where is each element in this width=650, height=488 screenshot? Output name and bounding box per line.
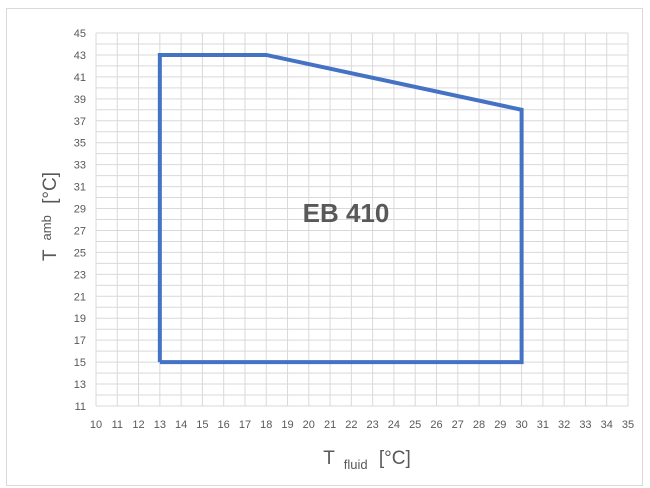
x-axis-title: T fluid [°C]: [323, 448, 411, 474]
x-tick-label: 20: [303, 419, 315, 431]
x-tick-label: 22: [345, 419, 357, 431]
y-tick-labels: 11 13 15 17 19 21 23 25 27 29 31 33 35 37 39 41 43 45: [74, 28, 86, 413]
y-tick-label: 25: [74, 247, 86, 259]
x-tick-label: 17: [239, 419, 251, 431]
y-tick-label: 41: [74, 72, 86, 84]
y-tick-label: 35: [74, 138, 86, 150]
x-tick-label: 33: [579, 419, 591, 431]
y-axis-title-sub: amb: [39, 215, 54, 240]
x-tick-label: 12: [132, 419, 144, 431]
x-tick-label: 28: [473, 419, 485, 431]
x-axis-title-sub: fluid: [344, 457, 368, 472]
y-tick-label: 39: [74, 94, 86, 106]
y-tick-label: 23: [74, 269, 86, 281]
x-tick-label: 11: [112, 419, 123, 431]
x-tick-label: 14: [175, 419, 187, 431]
chart-frame: 10 11 12 13 14 15 16 17 18 19 20 21 22 23 24 25 26 27 28 29…: [6, 8, 643, 486]
x-tick-label: 30: [515, 419, 527, 431]
chart-annotation: EB 410: [303, 198, 390, 228]
y-tick-label: 29: [74, 204, 86, 216]
x-tick-label: 25: [409, 419, 421, 431]
y-axis-title: T amb [°C]: [35, 172, 61, 261]
y-tick-label: 37: [74, 116, 86, 128]
x-tick-label: 13: [154, 419, 166, 431]
y-tick-label: 15: [74, 357, 86, 369]
x-tick-label: 27: [452, 419, 464, 431]
x-tick-label: 31: [537, 419, 549, 431]
y-tick-label: 19: [74, 313, 86, 325]
x-tick-label: 15: [196, 419, 208, 431]
chart: 10 11 12 13 14 15 16 17 18 19 20 21 22 23 24 25 26 27 28 29…: [35, 28, 634, 474]
x-tick-label: 16: [218, 419, 230, 431]
x-tick-label: 23: [367, 419, 379, 431]
x-tick-label: 29: [494, 419, 506, 431]
x-tick-label: 24: [388, 419, 400, 431]
y-tick-label: 45: [74, 28, 86, 40]
y-tick-label: 31: [74, 182, 86, 194]
x-tick-label: 10: [90, 419, 102, 431]
y-tick-label: 13: [74, 379, 86, 391]
grid: [95, 32, 629, 407]
series-line: [157, 52, 524, 365]
x-tick-label: 35: [622, 419, 634, 431]
x-tick-labels: 10 11 12 13 14 15 16 17 18 19 20 21 22 23 24 25 26 27 28 29…: [90, 419, 634, 431]
x-tick-label: 18: [260, 419, 272, 431]
x-tick-label: 26: [430, 419, 442, 431]
x-axis-title-main: T: [323, 448, 335, 469]
x-tick-label: 21: [324, 419, 336, 431]
y-tick-label: 33: [74, 160, 86, 172]
x-tick-label: 34: [601, 419, 613, 431]
x-axis-title-unit: [°C]: [379, 448, 411, 469]
y-axis-title-main: T: [40, 249, 61, 261]
y-tick-label: 17: [74, 335, 86, 347]
y-tick-label: 11: [75, 401, 86, 413]
y-axis-title-unit: [°C]: [40, 172, 61, 204]
y-tick-label: 21: [74, 291, 86, 303]
x-tick-label: 19: [281, 419, 293, 431]
x-tick-label: 32: [558, 419, 570, 431]
y-tick-label: 43: [74, 50, 86, 62]
series-layer: [157, 52, 524, 365]
y-tick-label: 27: [74, 225, 86, 237]
